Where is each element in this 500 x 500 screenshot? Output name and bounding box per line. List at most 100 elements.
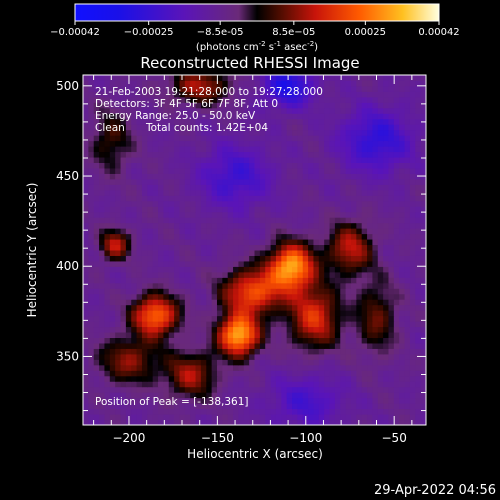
heatmap-cell [313, 124, 320, 131]
heatmap-cell [420, 419, 427, 426]
heatmap-cell [259, 129, 266, 136]
heatmap-cell [308, 348, 314, 355]
heatmap-cell [340, 173, 347, 180]
heatmap-cell [259, 195, 266, 202]
heatmap-cell [179, 167, 186, 174]
heatmap-cell [404, 244, 411, 251]
heatmap-cell [254, 178, 261, 185]
heatmap-cell [233, 364, 239, 371]
heatmap-cell [399, 91, 406, 98]
heatmap-cell [83, 370, 89, 377]
heatmap-cell [168, 414, 175, 421]
heatmap-cell [281, 397, 288, 404]
heatmap-cell [409, 135, 416, 142]
heatmap-cell [179, 337, 186, 344]
heatmap-cell [415, 315, 422, 322]
heatmap-cell [345, 299, 352, 306]
heatmap-cell [174, 321, 180, 328]
heatmap-cell [275, 310, 282, 317]
heatmap-cell [158, 255, 164, 262]
heatmap-cell [367, 129, 373, 136]
heatmap-cell [318, 157, 325, 163]
heatmap-cell [399, 118, 406, 125]
heatmap-cell [206, 282, 213, 289]
heatmap-cell [324, 408, 331, 415]
heatmap-cell [238, 282, 245, 289]
heatmap-cell [313, 102, 320, 109]
heatmap-cell [174, 392, 180, 399]
heatmap-cell [302, 332, 309, 338]
heatmap-cell [174, 337, 180, 344]
heatmap-cell [329, 118, 336, 125]
heatmap-cell [254, 353, 261, 360]
x-tick-label: −200 [112, 431, 145, 445]
heatmap-cell [99, 178, 105, 185]
heatmap-cell [297, 211, 304, 218]
heatmap-cell [222, 414, 229, 421]
heatmap-cell [120, 277, 127, 284]
heatmap-cell [388, 228, 395, 235]
heatmap-cell [184, 173, 191, 180]
heatmap-cell [152, 304, 159, 311]
heatmap-cell [265, 113, 272, 120]
heatmap-cell [356, 96, 363, 103]
heatmap-cell [324, 113, 331, 120]
heatmap-cell [372, 255, 379, 262]
heatmap-cell [168, 271, 175, 278]
heatmap-cell [286, 102, 293, 109]
heatmap-cell [313, 392, 320, 399]
heatmap-cell [345, 293, 352, 300]
heatmap-cell [243, 288, 250, 295]
heatmap-cell [200, 157, 207, 163]
heatmap-cell [399, 151, 406, 158]
heatmap-cell [254, 217, 261, 224]
heatmap-cell [361, 293, 368, 300]
heatmap-cell [158, 178, 164, 185]
heatmap-cell [109, 146, 116, 153]
heatmap-cell [388, 244, 395, 251]
heatmap-cell [318, 222, 325, 229]
heatmap-cell [120, 211, 127, 218]
heatmap-cell [152, 233, 159, 240]
heatmap-cell [308, 80, 314, 87]
heatmap-cell [195, 200, 202, 207]
heatmap-cell [334, 381, 341, 388]
heatmap-cell [399, 107, 406, 114]
heatmap-cell [324, 118, 331, 125]
heatmap-cell [415, 206, 422, 213]
heatmap-cell [222, 255, 229, 262]
heatmap-cell [174, 414, 180, 421]
heatmap-cell [125, 200, 132, 207]
heatmap-cell [104, 293, 111, 300]
heatmap-cell [372, 370, 379, 377]
heatmap-cell [136, 96, 143, 103]
heatmap-cell [318, 129, 325, 136]
heatmap-cell [206, 178, 213, 185]
heatmap-cell [286, 244, 293, 251]
heatmap-cell [356, 342, 363, 349]
heatmap-cell [120, 397, 127, 404]
heatmap-cell [270, 304, 277, 311]
heatmap-cell [168, 206, 175, 213]
heatmap-cell [168, 359, 175, 366]
heatmap-cell [147, 146, 154, 153]
heatmap-cell [93, 244, 100, 251]
heatmap-cell [249, 80, 255, 87]
heatmap-cell [383, 233, 389, 240]
heatmap-cell [179, 359, 186, 366]
heatmap-cell [350, 386, 357, 393]
heatmap-cell [88, 392, 95, 399]
heatmap-cell [377, 260, 384, 267]
heatmap-cell [292, 135, 298, 142]
heatmap-cell [184, 337, 191, 344]
heatmap-cell [141, 157, 148, 163]
heatmap-cell [115, 293, 122, 300]
heatmap-cell [222, 359, 229, 366]
heatmap-cell [190, 157, 197, 163]
heatmap-cell [206, 250, 213, 256]
heatmap-cell [238, 102, 245, 109]
heatmap-cell [399, 414, 406, 421]
heatmap-cell [104, 102, 111, 109]
heatmap-cell [350, 167, 357, 174]
heatmap-cell [270, 370, 277, 377]
